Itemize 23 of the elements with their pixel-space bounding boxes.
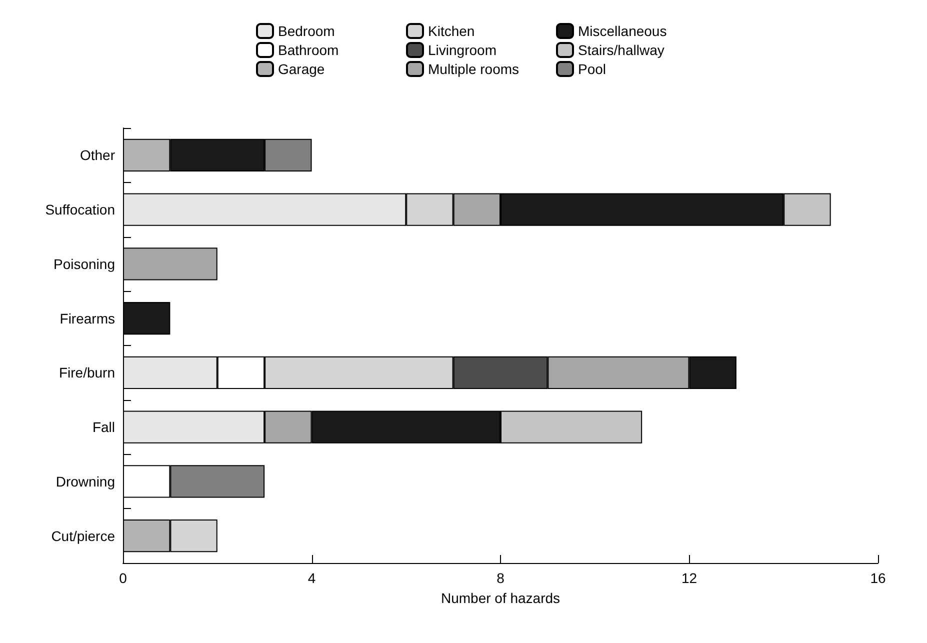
x-tick-label: 4 [308, 570, 316, 586]
y-tick-label: Cut/pierce [51, 528, 116, 544]
legend-label: Stairs/hallway [578, 42, 664, 58]
legend-label: Kitchen [428, 23, 475, 39]
y-tick-label: Other [80, 147, 116, 164]
y-tick-label: Fall [92, 419, 115, 436]
legend-label: Livingroom [428, 42, 496, 58]
legend-label: Bedroom [278, 23, 335, 39]
x-tick-label: 12 [681, 570, 698, 586]
y-tick-label: Fire/burn [58, 364, 115, 381]
y-tick-label: Drowning [56, 473, 115, 490]
legend-label: Garage [278, 61, 325, 77]
x-tick-label: 0 [119, 570, 128, 586]
legend-label: Bathroom [278, 42, 339, 58]
x-axis-title: Number of hazards [440, 590, 560, 606]
legend-label: Miscellaneous [578, 23, 667, 39]
legend-label: Pool [578, 61, 606, 77]
legend-label: Multiple rooms [428, 61, 520, 77]
x-tick-label: 16 [870, 570, 886, 586]
y-tick-label: Firearms [60, 310, 115, 326]
y-tick-label: Poisoning [54, 256, 115, 272]
y-tick-label: Suffocation [45, 202, 115, 218]
x-tick-label: 8 [496, 570, 505, 586]
